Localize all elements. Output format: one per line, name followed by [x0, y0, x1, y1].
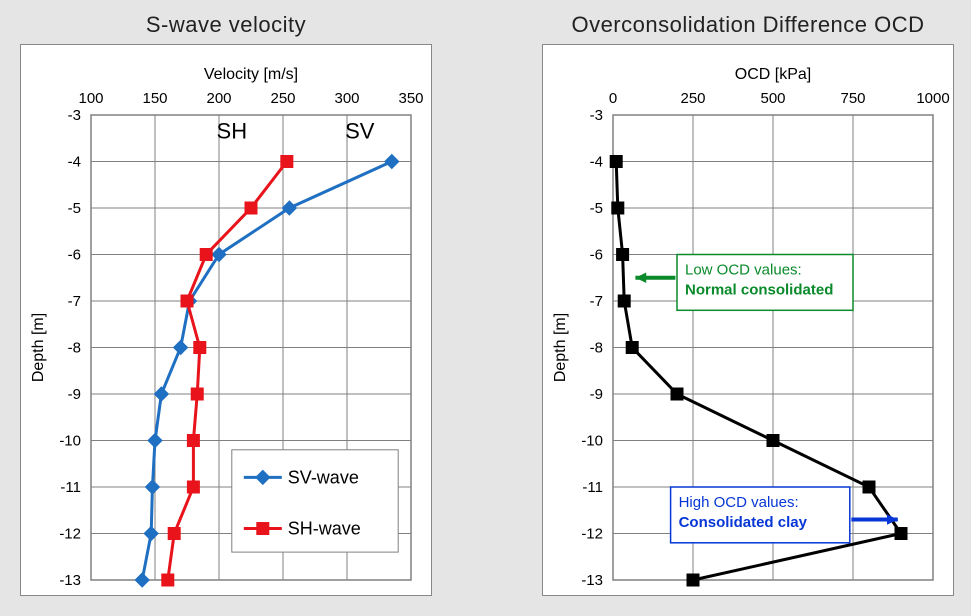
svg-text:-10: -10	[581, 433, 603, 450]
svg-text:OCD [kPa]: OCD [kPa]	[735, 66, 811, 83]
svg-text:500: 500	[760, 90, 785, 107]
svg-text:SV: SV	[345, 118, 375, 143]
svg-text:Velocity [m/s]: Velocity [m/s]	[204, 66, 298, 83]
svg-text:Depth [m]: Depth [m]	[552, 313, 569, 382]
svg-text:High OCD values:: High OCD values:	[679, 494, 799, 511]
svg-text:300: 300	[334, 90, 359, 107]
svg-text:Depth [m]: Depth [m]	[30, 313, 47, 382]
svg-text:750: 750	[840, 90, 865, 107]
svg-text:-6: -6	[590, 247, 603, 264]
svg-text:-13: -13	[59, 572, 81, 589]
svg-text:-3: -3	[68, 107, 81, 124]
svg-text:-10: -10	[59, 433, 81, 450]
svg-text:100: 100	[78, 90, 103, 107]
svg-text:250: 250	[270, 90, 295, 107]
svg-text:SH-wave: SH-wave	[288, 519, 361, 539]
left-chart: 100 150 200 250 300 350 -3 -4 -5 -6 -7 -8 -9 -10 -11 -1…	[20, 44, 432, 596]
svg-text:-5: -5	[590, 200, 603, 217]
svg-text:SV-wave: SV-wave	[288, 467, 359, 487]
svg-text:-11: -11	[582, 479, 603, 496]
svg-text:Low OCD values:: Low OCD values:	[685, 262, 802, 279]
svg-text:Normal consolidated: Normal consolidated	[685, 282, 833, 299]
svg-text:350: 350	[398, 90, 423, 107]
svg-text:-12: -12	[59, 526, 81, 543]
right-title: Overconsolidation Difference OCD	[571, 12, 924, 38]
svg-text:0: 0	[609, 90, 617, 107]
svg-text:-13: -13	[581, 572, 603, 589]
svg-text:SH: SH	[217, 118, 248, 143]
left-title: S-wave velocity	[146, 12, 306, 38]
svg-text:-6: -6	[68, 247, 81, 264]
svg-text:1000: 1000	[916, 90, 949, 107]
svg-text:-8: -8	[68, 340, 81, 357]
right-chart: 0 250 500 750 1000 -3 -4 -5 -6 -7 -8 -9 -10 -11 -12 -13…	[542, 44, 954, 596]
svg-text:250: 250	[680, 90, 705, 107]
right-panel: Overconsolidation Difference OCD 0 250 500…	[542, 12, 954, 596]
svg-text:-8: -8	[590, 340, 603, 357]
svg-text:-12: -12	[581, 526, 603, 543]
svg-text:200: 200	[206, 90, 231, 107]
svg-text:-5: -5	[68, 200, 81, 217]
left-panel: S-wave velocity 100 150 200 250 300 350 -3 -4 -5…	[20, 12, 432, 596]
svg-text:-7: -7	[68, 293, 81, 310]
svg-text:Consolidated clay: Consolidated clay	[679, 514, 808, 531]
svg-text:-3: -3	[590, 107, 603, 124]
svg-text:150: 150	[142, 90, 167, 107]
svg-text:-4: -4	[590, 154, 603, 171]
svg-text:-4: -4	[68, 154, 81, 171]
svg-text:-9: -9	[590, 386, 603, 403]
svg-text:-9: -9	[68, 386, 81, 403]
svg-text:-7: -7	[590, 293, 603, 310]
svg-text:-11: -11	[60, 479, 81, 496]
